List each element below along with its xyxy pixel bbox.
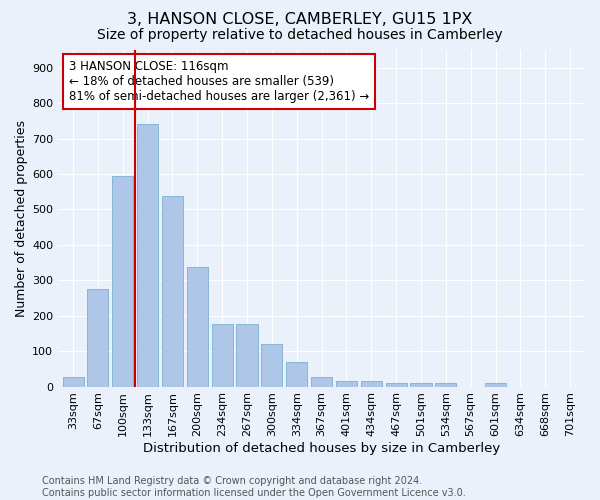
Bar <box>336 382 357 386</box>
Bar <box>137 124 158 386</box>
Bar <box>410 384 431 386</box>
Bar <box>62 377 83 386</box>
Text: Contains HM Land Registry data © Crown copyright and database right 2024.
Contai: Contains HM Land Registry data © Crown c… <box>42 476 466 498</box>
Bar <box>311 378 332 386</box>
X-axis label: Distribution of detached houses by size in Camberley: Distribution of detached houses by size … <box>143 442 500 455</box>
Text: 3, HANSON CLOSE, CAMBERLEY, GU15 1PX: 3, HANSON CLOSE, CAMBERLEY, GU15 1PX <box>127 12 473 28</box>
Bar <box>435 384 457 386</box>
Bar <box>112 176 133 386</box>
Y-axis label: Number of detached properties: Number of detached properties <box>15 120 28 317</box>
Bar <box>88 289 109 386</box>
Bar <box>485 384 506 386</box>
Text: 3 HANSON CLOSE: 116sqm
← 18% of detached houses are smaller (539)
81% of semi-de: 3 HANSON CLOSE: 116sqm ← 18% of detached… <box>68 60 369 103</box>
Text: Size of property relative to detached houses in Camberley: Size of property relative to detached ho… <box>97 28 503 42</box>
Bar <box>262 344 283 387</box>
Bar <box>212 324 233 386</box>
Bar <box>187 267 208 386</box>
Bar <box>236 324 257 386</box>
Bar <box>162 196 183 386</box>
Bar <box>361 382 382 386</box>
Bar <box>286 362 307 386</box>
Bar <box>386 383 407 386</box>
